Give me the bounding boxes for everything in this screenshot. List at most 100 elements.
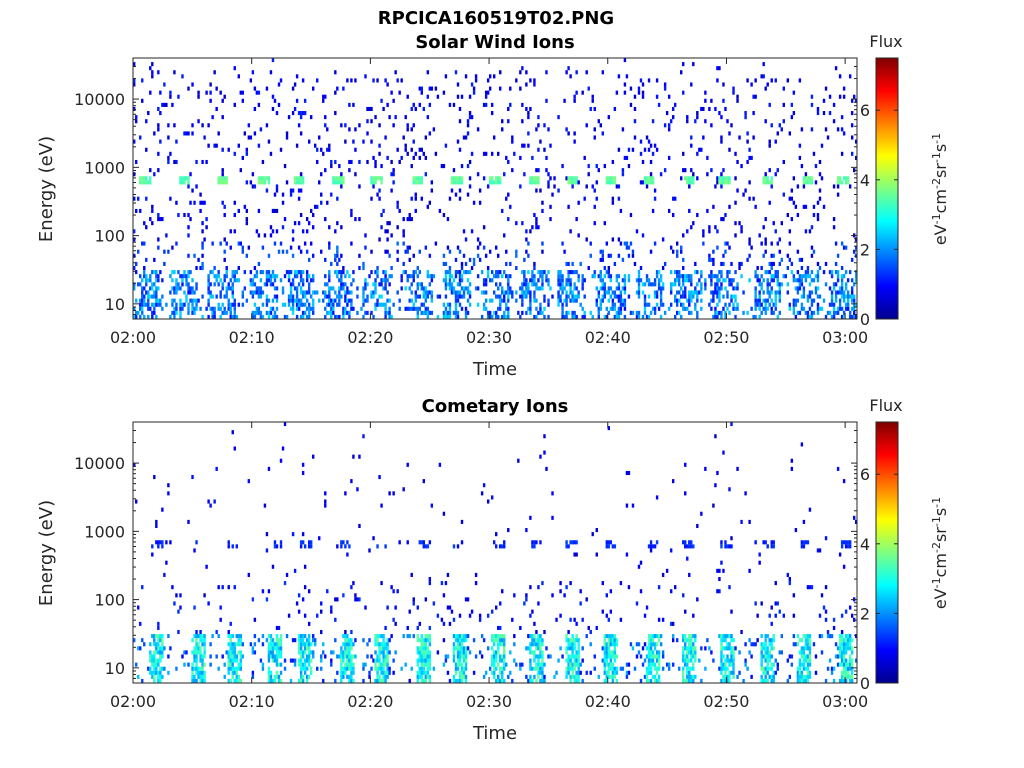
spectrogram-cell	[316, 159, 319, 165]
spectrogram-cell	[205, 217, 208, 222]
spectrogram-cell	[507, 310, 510, 315]
spectrogram-cell	[794, 642, 798, 647]
spectrogram-cell	[770, 298, 773, 303]
spectrogram-cell	[828, 94, 832, 99]
spectrogram-cell	[201, 678, 204, 683]
spectrogram-cell	[673, 102, 677, 107]
spectrogram-cell	[688, 544, 691, 549]
spectrogram-cell	[714, 106, 717, 112]
spectrogram-cell	[490, 314, 494, 319]
spectrogram-cell	[607, 646, 611, 651]
spectrogram-cell	[311, 654, 315, 659]
spectrogram-cell	[718, 111, 721, 116]
spectrogram-cell	[171, 310, 174, 315]
spectrogram-cell	[609, 176, 613, 181]
spectrogram-cell	[328, 290, 331, 295]
spectrogram-cell	[478, 241, 482, 246]
spectrogram-cell	[342, 658, 345, 663]
spectrogram-cell	[682, 638, 685, 643]
spectrogram-cell	[474, 74, 478, 79]
spectrogram-cell	[682, 654, 685, 659]
spectrogram-cell	[281, 192, 285, 197]
spectrogram-cell	[567, 270, 570, 275]
spectrogram-cell	[466, 123, 470, 128]
spectrogram-cell	[334, 678, 337, 683]
spectrogram-cell	[561, 164, 564, 169]
spectrogram-cell	[776, 270, 779, 275]
spectrogram-cell	[607, 426, 611, 431]
spectrogram-cell	[575, 658, 578, 663]
spectrogram-cell	[436, 314, 440, 319]
spectrogram-cell	[307, 642, 311, 647]
spectrogram-cell	[211, 270, 214, 275]
spectrogram-cell	[273, 678, 277, 683]
spectrogram-cell	[187, 131, 190, 136]
spectrogram-cell	[796, 634, 800, 639]
spectrogram-cell	[376, 265, 379, 271]
spectrogram-cell	[617, 286, 621, 291]
spectrogram-cell	[179, 298, 182, 303]
spectrogram-cell	[287, 294, 291, 299]
spectrogram-cell	[840, 662, 844, 667]
spectrogram-cell	[179, 593, 182, 598]
spectrogram-cell	[561, 654, 564, 659]
spectrogram-cell	[756, 638, 759, 643]
spectrogram-cell	[283, 666, 287, 671]
spectrogram-cell	[846, 306, 850, 311]
spectrogram-cell	[460, 306, 464, 311]
spectrogram-cell	[235, 278, 238, 283]
spectrogram-cell	[850, 257, 854, 262]
spectrogram-cell	[470, 609, 474, 614]
spectrogram-cell	[511, 294, 514, 299]
spectrogram-cell	[802, 678, 806, 683]
spectrogram-cell	[426, 666, 430, 671]
spectrogram-cell	[613, 646, 617, 651]
spectrogram-cell	[826, 629, 830, 635]
spectrogram-cell	[444, 286, 448, 291]
spectrogram-cell	[682, 678, 685, 683]
spectrogram-cell	[215, 654, 218, 659]
spectrogram-cell	[384, 544, 387, 549]
spectrogram-cell	[161, 102, 164, 107]
spectrogram-cell	[589, 253, 592, 258]
spectrogram-cell	[342, 642, 345, 647]
spectrogram-cell	[599, 298, 602, 303]
spectrogram-cell	[637, 294, 641, 299]
spectrogram-cell	[454, 176, 458, 181]
spectrogram-cell	[307, 654, 311, 659]
spectrogram-cell	[499, 180, 502, 185]
spectrogram-cell	[139, 314, 142, 319]
spectrogram-cell	[808, 294, 812, 299]
spectrogram-cell	[231, 642, 234, 647]
spectrogram-cell	[157, 106, 160, 112]
spectrogram-cell	[311, 302, 315, 307]
spectrogram-cell	[366, 119, 369, 124]
spectrogram-cell	[772, 278, 775, 283]
y-tick-label: 100	[94, 227, 125, 246]
spectrogram-cell	[684, 290, 687, 295]
spectrogram-cell	[219, 294, 222, 299]
spectrogram-cell	[406, 634, 409, 639]
spectrogram-cell	[497, 286, 500, 291]
spectrogram-cell	[255, 90, 259, 95]
spectrogram-cell	[852, 310, 856, 315]
spectrogram-cell	[384, 278, 387, 283]
spectrogram-cell	[601, 70, 604, 75]
spectrogram-cell	[521, 302, 524, 307]
spectrogram-cell	[342, 654, 345, 659]
spectrogram-cell	[257, 233, 261, 238]
spectrogram-cell	[221, 180, 224, 185]
spectrogram-cell	[157, 634, 160, 639]
spectrogram-cell	[297, 306, 301, 311]
spectrogram-cell	[830, 302, 834, 307]
spectrogram-cell	[519, 155, 522, 160]
spectrogram-cell	[406, 217, 409, 222]
spectrogram-cell	[169, 646, 172, 651]
spectrogram-cell	[770, 241, 773, 246]
spectrogram-cell	[838, 180, 842, 185]
spectrogram-cell	[378, 642, 381, 647]
spectrogram-cell	[175, 290, 178, 295]
spectrogram-cell	[838, 552, 842, 557]
spectrogram-cell	[275, 650, 279, 655]
spectrogram-cell	[603, 265, 607, 271]
